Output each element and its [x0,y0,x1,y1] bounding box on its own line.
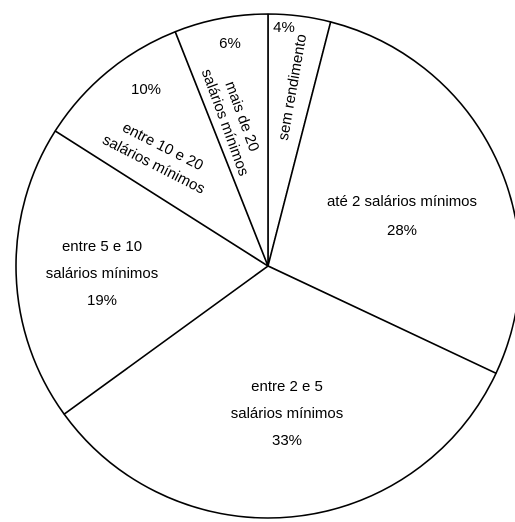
slice-label-entre-2-e-5-line2: salários mínimos [231,405,344,422]
slice-percent-entre-5-e-10: 19% [87,292,117,309]
slice-percent-sem-rendimento: 4% [273,19,295,36]
slice-label-entre-5-e-10-line2: salários mínimos [46,265,159,282]
slice-label-ate-2: até 2 salários mínimos [327,193,477,210]
slice-percent-entre-2-e-5: 33% [272,432,302,449]
slice-percent-mais-de-20: 6% [219,35,241,52]
slice-percent-entre-10-e-20: 10% [131,81,161,98]
slice-label-entre-5-e-10-line1: entre 5 e 10 [62,238,142,255]
slice-percent-ate-2: 28% [387,222,417,239]
slice-label-entre-2-e-5-line1: entre 2 e 5 [251,378,323,395]
